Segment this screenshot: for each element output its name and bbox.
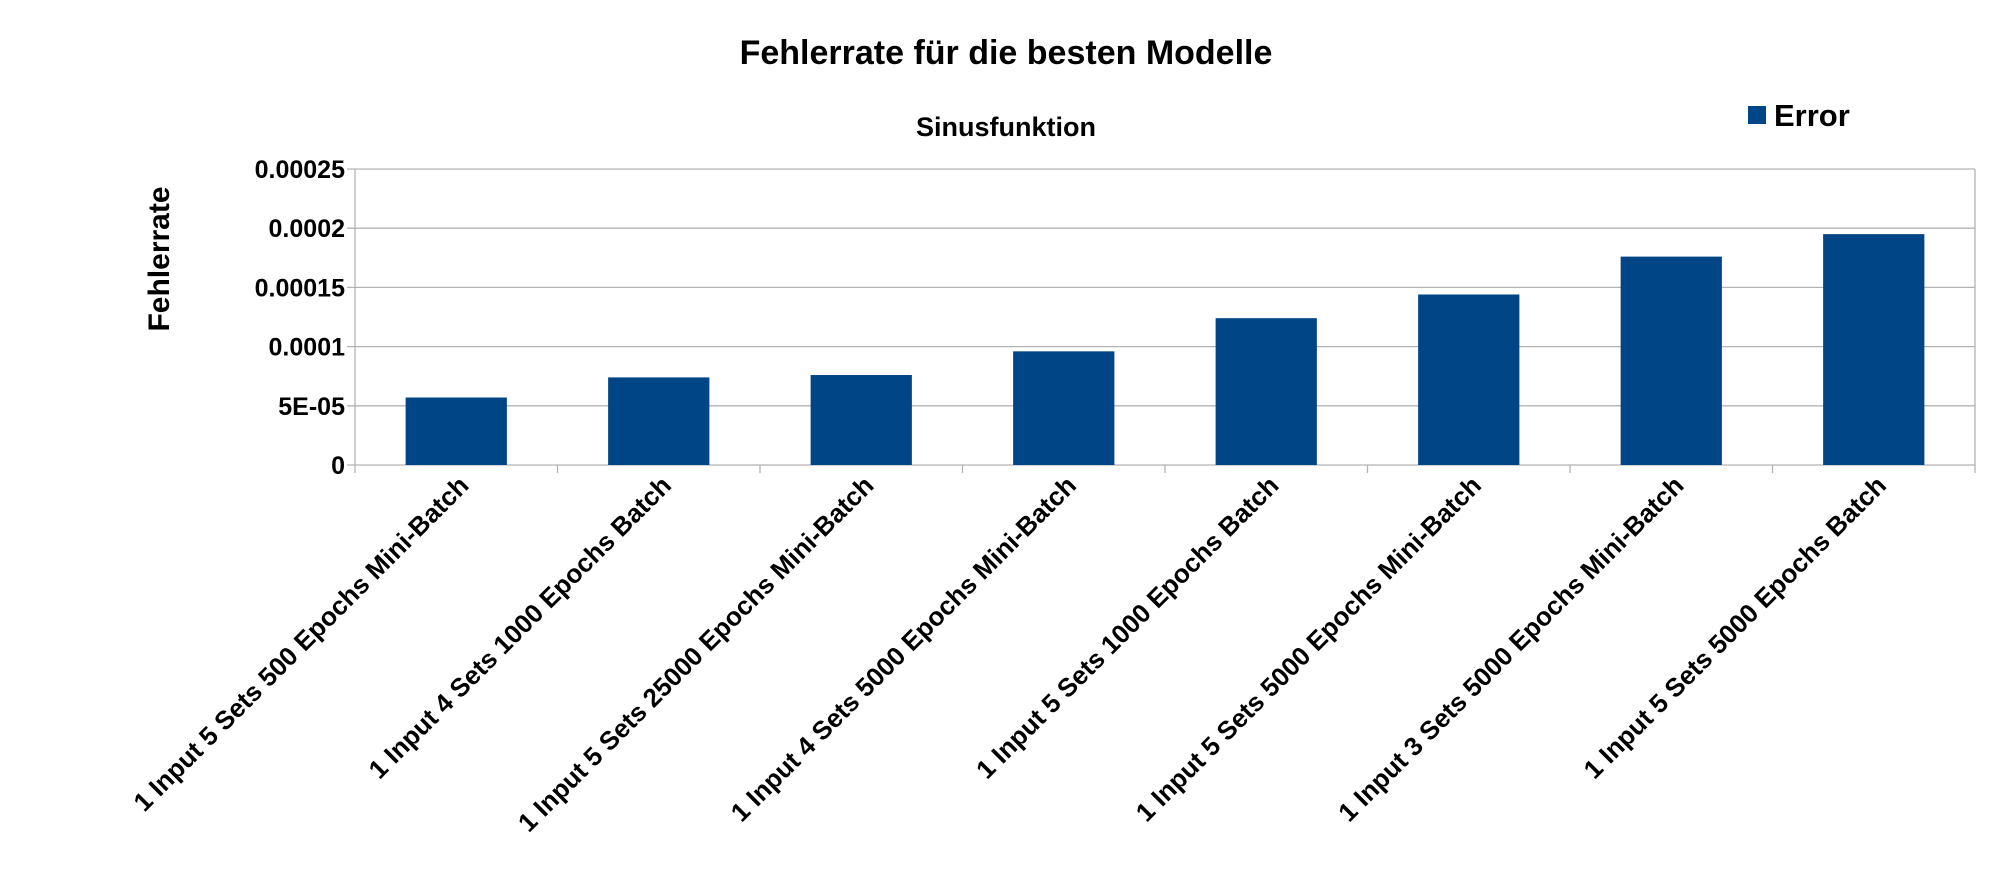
bars — [405, 234, 1925, 465]
legend-label-error: Error — [1774, 98, 1850, 133]
x-tick-label: 1 Input 3 Sets 5000 Epochs Mini-Batch — [1332, 470, 1689, 827]
y-tick-label: 0.0002 — [269, 215, 345, 243]
bar — [1013, 351, 1115, 465]
grid-lines — [347, 168, 1976, 473]
y-tick-label: 0.00025 — [255, 156, 345, 184]
y-tick-label: 0.00015 — [255, 274, 345, 302]
bar — [405, 397, 507, 465]
legend-swatch-error — [1748, 106, 1766, 124]
chart-subtitle: Sinusfunktion — [916, 112, 1096, 142]
bar — [810, 375, 912, 465]
y-tick-label: 0.0001 — [269, 334, 346, 362]
legend: Error — [1748, 98, 1850, 133]
y-tick-label: 5E-05 — [278, 393, 345, 421]
bar — [1620, 256, 1722, 465]
y-axis-ticks: 0 5E-05 0.0001 0.00015 0.0002 0.00025 — [255, 156, 345, 480]
chart-title: Fehlerrate für die besten Modelle — [740, 34, 1273, 72]
x-tick-label: 1 Input 5 Sets 5000 Epochs Mini-Batch — [1130, 470, 1487, 827]
bar — [1823, 234, 1925, 465]
y-tick-label: 0 — [331, 452, 345, 480]
x-tick-label: 1 Input 5 Sets 500 Epochs Mini-Batch — [127, 470, 474, 817]
y-axis-label: Fehlerrate — [143, 186, 176, 331]
x-tick-label: 1 Input 5 Sets 25000 Epochs Mini-Batch — [512, 470, 880, 838]
bar — [608, 377, 710, 465]
bar — [1418, 294, 1520, 465]
bar — [1215, 318, 1317, 465]
x-tick-label: 1 Input 4 Sets 5000 Epochs Mini-Batch — [725, 470, 1082, 827]
